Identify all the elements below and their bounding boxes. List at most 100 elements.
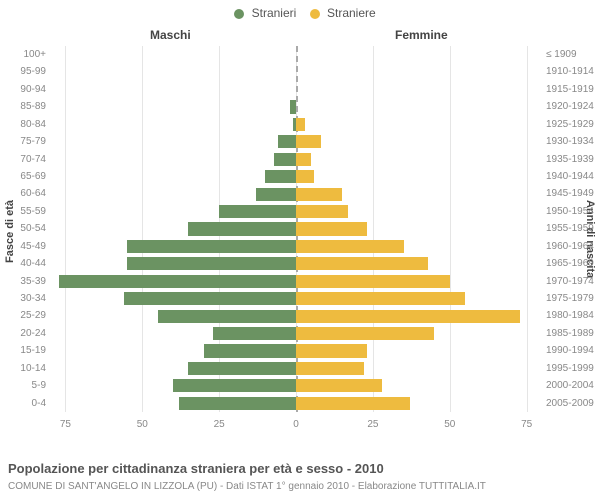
- bar-female: [296, 153, 311, 166]
- age-label: 100+: [10, 46, 46, 63]
- birth-year-label: 1970-1974: [546, 273, 600, 290]
- age-label: 15-19: [10, 342, 46, 359]
- legend: Stranieri Straniere: [0, 6, 600, 20]
- age-row: 80-841925-1929: [50, 116, 542, 133]
- bar-male: [256, 188, 296, 201]
- bar-female: [296, 327, 434, 340]
- legend-dot-female: [310, 9, 320, 19]
- panel-title-female: Femmine: [395, 28, 448, 42]
- age-row: 15-191990-1994: [50, 342, 542, 359]
- age-row: 25-291980-1984: [50, 307, 542, 324]
- birth-year-label: 1990-1994: [546, 342, 600, 359]
- birth-year-label: 1950-1954: [546, 203, 600, 220]
- bar-female: [296, 240, 404, 253]
- bar-female: [296, 257, 428, 270]
- age-row: 85-891920-1924: [50, 98, 542, 115]
- age-label: 85-89: [10, 98, 46, 115]
- bar-male: [188, 222, 296, 235]
- age-label: 65-69: [10, 168, 46, 185]
- age-label: 75-79: [10, 133, 46, 150]
- birth-year-label: 1960-1964: [546, 238, 600, 255]
- legend-dot-male: [234, 9, 244, 19]
- age-label: 10-14: [10, 360, 46, 377]
- bar-female: [296, 118, 305, 131]
- chart-plot-area: 7550250255075100+≤ 190995-991910-191490-…: [50, 46, 542, 430]
- age-row: 75-791930-1934: [50, 133, 542, 150]
- birth-year-label: 2005-2009: [546, 395, 600, 412]
- age-row: 60-641945-1949: [50, 185, 542, 202]
- x-tick-label: 50: [137, 419, 148, 430]
- age-label: 60-64: [10, 185, 46, 202]
- birth-year-label: 1925-1929: [546, 116, 600, 133]
- birth-year-label: 2000-2004: [546, 377, 600, 394]
- age-label: 70-74: [10, 151, 46, 168]
- age-label: 95-99: [10, 63, 46, 80]
- age-row: 90-941915-1919: [50, 81, 542, 98]
- bar-male: [290, 100, 296, 113]
- birth-year-label: 1985-1989: [546, 325, 600, 342]
- x-tick-label: 25: [214, 419, 225, 430]
- bar-male: [59, 275, 296, 288]
- legend-label-male: Stranieri: [252, 6, 297, 20]
- bar-male: [265, 170, 296, 183]
- age-row: 35-391970-1974: [50, 273, 542, 290]
- bar-female: [296, 379, 382, 392]
- x-tick-label: 50: [444, 419, 455, 430]
- chart-subtitle: COMUNE DI SANT'ANGELO IN LIZZOLA (PU) - …: [8, 481, 486, 492]
- age-label: 25-29: [10, 307, 46, 324]
- birth-year-label: 1935-1939: [546, 151, 600, 168]
- birth-year-label: 1940-1944: [546, 168, 600, 185]
- pyramid-chart-container: Stranieri Straniere Maschi Femmine Fasce…: [0, 0, 600, 500]
- birth-year-label: 1945-1949: [546, 185, 600, 202]
- age-label: 20-24: [10, 325, 46, 342]
- bar-male: [173, 379, 296, 392]
- bar-male: [204, 344, 296, 357]
- birth-year-label: ≤ 1909: [546, 46, 600, 63]
- birth-year-label: 1955-1959: [546, 220, 600, 237]
- birth-year-label: 1930-1934: [546, 133, 600, 150]
- bar-male: [127, 240, 296, 253]
- age-row: 100+≤ 1909: [50, 46, 542, 63]
- age-row: 40-441965-1969: [50, 255, 542, 272]
- bar-male: [213, 327, 296, 340]
- legend-label-female: Straniere: [327, 6, 376, 20]
- age-row: 5-92000-2004: [50, 377, 542, 394]
- bar-male: [124, 292, 296, 305]
- age-row: 10-141995-1999: [50, 360, 542, 377]
- bar-female: [296, 170, 314, 183]
- birth-year-label: 1980-1984: [546, 307, 600, 324]
- bar-female: [296, 188, 342, 201]
- age-row: 50-541955-1959: [50, 220, 542, 237]
- age-row: 20-241985-1989: [50, 325, 542, 342]
- birth-year-label: 1965-1969: [546, 255, 600, 272]
- birth-year-label: 1915-1919: [546, 81, 600, 98]
- bar-male: [219, 205, 296, 218]
- bar-female: [296, 310, 520, 323]
- age-row: 95-991910-1914: [50, 63, 542, 80]
- age-row: 45-491960-1964: [50, 238, 542, 255]
- age-row: 65-691940-1944: [50, 168, 542, 185]
- bar-male: [127, 257, 296, 270]
- bar-female: [296, 344, 367, 357]
- age-row: 30-341975-1979: [50, 290, 542, 307]
- bar-female: [296, 205, 348, 218]
- bar-male: [188, 362, 296, 375]
- age-label: 35-39: [10, 273, 46, 290]
- bar-male: [278, 135, 296, 148]
- age-label: 40-44: [10, 255, 46, 272]
- age-row: 0-42005-2009: [50, 395, 542, 412]
- birth-year-label: 1920-1924: [546, 98, 600, 115]
- age-label: 0-4: [10, 395, 46, 412]
- bar-female: [296, 397, 410, 410]
- bar-male: [158, 310, 296, 323]
- age-label: 50-54: [10, 220, 46, 237]
- bar-female: [296, 135, 321, 148]
- age-row: 70-741935-1939: [50, 151, 542, 168]
- age-label: 45-49: [10, 238, 46, 255]
- x-tick-label: 75: [60, 419, 71, 430]
- age-label: 55-59: [10, 203, 46, 220]
- birth-year-label: 1975-1979: [546, 290, 600, 307]
- age-row: 55-591950-1954: [50, 203, 542, 220]
- bar-male: [179, 397, 296, 410]
- age-label: 30-34: [10, 290, 46, 307]
